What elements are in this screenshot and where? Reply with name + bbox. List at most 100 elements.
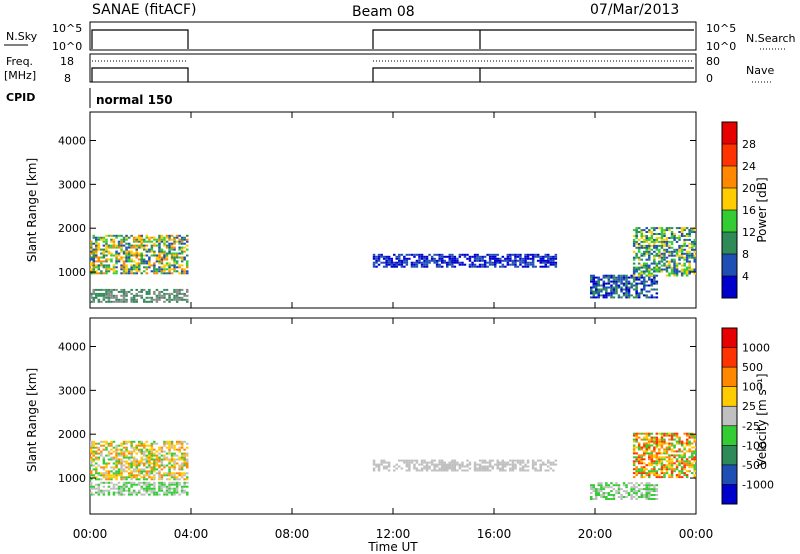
velocity-cell — [691, 458, 694, 461]
power-cell — [645, 274, 648, 277]
power-cell — [648, 250, 651, 253]
velocity-cell — [688, 440, 691, 443]
power-cell — [683, 256, 686, 259]
power-cell — [607, 282, 611, 285]
power-cell — [643, 276, 646, 279]
power-cell — [130, 264, 133, 267]
power-cell — [102, 272, 106, 275]
power-cell — [165, 272, 169, 275]
power-cell — [595, 276, 598, 279]
power-cell — [516, 265, 520, 268]
power-cell — [375, 255, 378, 258]
power-cell — [168, 242, 171, 245]
velocity-cell — [640, 470, 643, 473]
power-cell — [120, 258, 123, 261]
power-cell — [393, 263, 396, 266]
velocity-cell — [178, 464, 181, 467]
velocity-cell — [178, 481, 181, 484]
power-cell — [653, 268, 656, 271]
velocity-cell — [90, 464, 93, 467]
velocity-cell — [160, 450, 164, 453]
velocity-cell — [140, 485, 143, 488]
velocity-cell — [655, 476, 659, 479]
power-cell — [382, 255, 386, 258]
velocity-cell — [120, 478, 123, 481]
velocity-cell — [660, 476, 664, 479]
power-cell — [693, 272, 696, 275]
power-cell — [145, 248, 149, 251]
power-cell — [178, 246, 181, 249]
power-cell — [168, 264, 171, 267]
power-cell — [693, 229, 696, 232]
power-cell — [102, 244, 106, 247]
velocity-cell — [95, 487, 98, 490]
power-cell — [110, 290, 113, 293]
power-cell — [655, 227, 659, 230]
power-cell — [132, 254, 136, 257]
velocity-cell — [648, 482, 651, 485]
velocity-cell — [173, 491, 176, 494]
power-cell — [524, 261, 527, 264]
velocity-cell — [643, 454, 646, 457]
power-cell — [105, 238, 108, 241]
velocity-cell — [155, 458, 159, 461]
power-cell — [165, 292, 169, 295]
velocity-cell — [521, 461, 525, 464]
power-cell — [95, 242, 98, 245]
velocity-cell — [148, 474, 151, 477]
velocity-cell — [685, 474, 689, 477]
power-cell — [529, 253, 532, 256]
power-cell — [92, 258, 95, 261]
power-cell — [461, 263, 464, 266]
power-cell — [170, 248, 174, 251]
velocity-cell — [112, 468, 116, 471]
power-cell — [650, 268, 654, 271]
date-title: 07/Mar/2013 — [590, 2, 679, 18]
power-cell — [632, 274, 636, 277]
power-cell — [153, 238, 156, 241]
power-cell — [158, 246, 161, 249]
velocity-cell — [90, 487, 93, 490]
velocity-cell — [372, 463, 376, 466]
power-cell — [105, 242, 108, 245]
power-cell — [627, 294, 631, 297]
velocity-cell — [670, 444, 674, 447]
power-cell — [607, 294, 611, 297]
velocity-cell — [127, 464, 131, 467]
velocity-cell — [186, 464, 189, 467]
velocity-cell — [107, 493, 111, 496]
velocity-cell — [448, 467, 451, 470]
velocity-cell — [132, 483, 136, 486]
velocity-cell — [415, 461, 419, 464]
power-cell — [130, 246, 133, 249]
velocity-cell — [92, 442, 95, 445]
power-cell — [158, 244, 161, 247]
power-cell — [670, 237, 674, 239]
velocity-cell — [418, 463, 421, 466]
velocity-cell — [160, 489, 164, 492]
velocity-cell — [175, 454, 179, 457]
velocity-cell — [186, 446, 189, 449]
velocity-cell — [92, 487, 95, 490]
power-cell — [501, 259, 505, 262]
velocity-cell — [140, 493, 143, 496]
power-cell — [660, 254, 664, 257]
velocity-cell — [125, 450, 128, 453]
power-cell — [645, 270, 648, 273]
power-cell — [90, 242, 93, 245]
velocity-cell — [668, 432, 671, 435]
power-cell — [627, 280, 631, 283]
velocity-cell — [168, 440, 171, 443]
power-cell — [592, 294, 595, 297]
power-cell — [658, 268, 661, 271]
velocity-cell — [678, 438, 681, 441]
power-cell — [130, 250, 133, 253]
power-cell — [130, 268, 133, 271]
velocity-cell — [410, 461, 414, 464]
velocity-cell — [115, 460, 118, 463]
power-cell — [122, 298, 126, 301]
power-cell — [155, 298, 159, 301]
velocity-cell — [120, 472, 123, 475]
power-cell — [145, 240, 149, 243]
